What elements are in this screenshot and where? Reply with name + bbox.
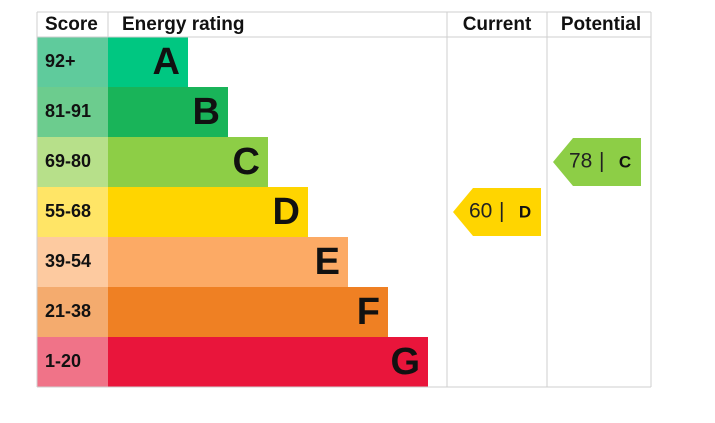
rating-letter: G	[390, 341, 420, 383]
current-letter: D	[519, 202, 531, 221]
score-label: 81-91	[45, 101, 91, 121]
rating-header: Energy rating	[122, 14, 244, 35]
rating-letter: F	[357, 291, 380, 333]
potential-value: 78	[569, 150, 592, 173]
current-value: 60	[469, 200, 492, 223]
rating-bar	[108, 337, 428, 387]
score-label: 55-68	[45, 201, 91, 221]
score-cell	[37, 187, 108, 237]
score-label: 69-80	[45, 151, 91, 171]
score-label: 1-20	[45, 351, 81, 371]
rating-letter: D	[273, 191, 300, 233]
score-cell	[37, 37, 108, 87]
score-cell	[37, 287, 108, 337]
rating-letter: C	[233, 141, 260, 183]
potential-arrow	[553, 138, 641, 186]
rating-bar	[108, 237, 348, 287]
rating-bar	[108, 287, 388, 337]
rating-bar	[108, 187, 308, 237]
current-header: Current	[463, 14, 532, 35]
potential-separator: |	[599, 150, 604, 173]
rating-letter: B	[193, 91, 220, 133]
potential-letter: C	[619, 152, 631, 171]
potential-header: Potential	[561, 14, 641, 35]
current-arrow	[453, 188, 541, 236]
rating-letter: E	[315, 241, 340, 283]
score-cell	[37, 337, 108, 387]
score-header: Score	[45, 14, 98, 35]
rating-letter: A	[153, 41, 180, 83]
score-label: 39-54	[45, 251, 91, 271]
rating-bar	[108, 137, 268, 187]
score-cell	[37, 237, 108, 287]
rating-bar	[108, 37, 188, 87]
score-cell	[37, 87, 108, 137]
score-label: 21-38	[45, 301, 91, 321]
score-label: 92+	[45, 51, 76, 71]
score-cell	[37, 137, 108, 187]
current-separator: |	[499, 200, 504, 223]
rating-bar	[108, 87, 228, 137]
